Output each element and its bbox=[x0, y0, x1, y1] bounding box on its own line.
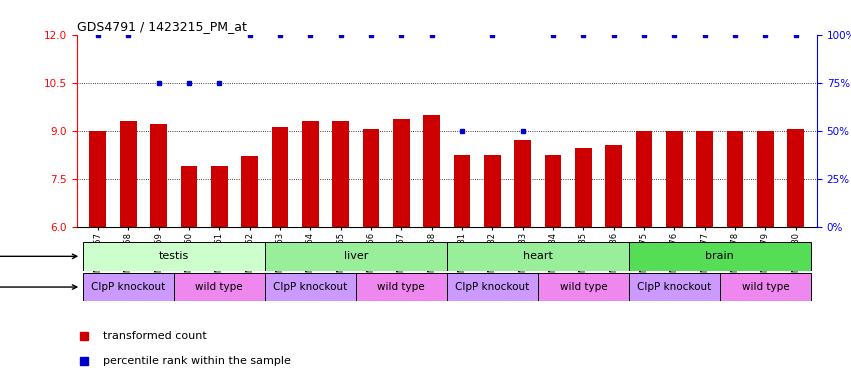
Bar bbox=[575, 148, 591, 227]
Bar bbox=[265, 242, 447, 271]
Text: ClpP knockout: ClpP knockout bbox=[91, 282, 165, 292]
Text: GDS4791 / 1423215_PM_at: GDS4791 / 1423215_PM_at bbox=[77, 20, 247, 33]
Text: ClpP knockout: ClpP knockout bbox=[637, 282, 711, 292]
Bar bbox=[447, 242, 629, 271]
Bar bbox=[454, 155, 471, 227]
Text: wild type: wild type bbox=[741, 282, 789, 292]
Bar bbox=[666, 131, 683, 227]
Bar bbox=[696, 131, 713, 227]
Bar bbox=[605, 145, 622, 227]
Bar bbox=[514, 140, 531, 227]
Text: tissue: tissue bbox=[0, 251, 77, 262]
Text: heart: heart bbox=[523, 251, 553, 262]
Bar bbox=[447, 273, 538, 301]
Bar bbox=[83, 242, 265, 271]
Bar bbox=[265, 273, 356, 301]
Bar bbox=[393, 119, 409, 227]
Bar bbox=[720, 273, 811, 301]
Bar bbox=[757, 131, 774, 227]
Bar bbox=[241, 156, 258, 227]
Text: wild type: wild type bbox=[378, 282, 425, 292]
Bar bbox=[356, 273, 447, 301]
Bar bbox=[727, 131, 744, 227]
Text: testis: testis bbox=[158, 251, 189, 262]
Bar bbox=[787, 129, 804, 227]
Bar bbox=[180, 166, 197, 227]
Bar bbox=[545, 155, 562, 227]
Text: ClpP knockout: ClpP knockout bbox=[273, 282, 347, 292]
Bar bbox=[120, 121, 136, 227]
Bar bbox=[629, 273, 720, 301]
Text: liver: liver bbox=[344, 251, 368, 262]
Bar bbox=[363, 129, 380, 227]
Text: percentile rank within the sample: percentile rank within the sample bbox=[102, 356, 290, 366]
Text: ClpP knockout: ClpP knockout bbox=[455, 282, 529, 292]
Bar bbox=[83, 273, 174, 301]
Bar bbox=[211, 166, 227, 227]
Bar bbox=[150, 124, 167, 227]
Bar bbox=[332, 121, 349, 227]
Text: wild type: wild type bbox=[196, 282, 243, 292]
Bar bbox=[538, 273, 629, 301]
Bar bbox=[484, 155, 500, 227]
Bar bbox=[302, 121, 318, 227]
Bar bbox=[89, 131, 106, 227]
Text: brain: brain bbox=[705, 251, 734, 262]
Bar bbox=[271, 127, 288, 227]
Text: transformed count: transformed count bbox=[102, 331, 206, 341]
Bar bbox=[629, 242, 811, 271]
Text: genotype/variation: genotype/variation bbox=[0, 282, 77, 292]
Text: wild type: wild type bbox=[559, 282, 607, 292]
Bar bbox=[636, 131, 653, 227]
Bar bbox=[174, 273, 265, 301]
Bar bbox=[423, 114, 440, 227]
